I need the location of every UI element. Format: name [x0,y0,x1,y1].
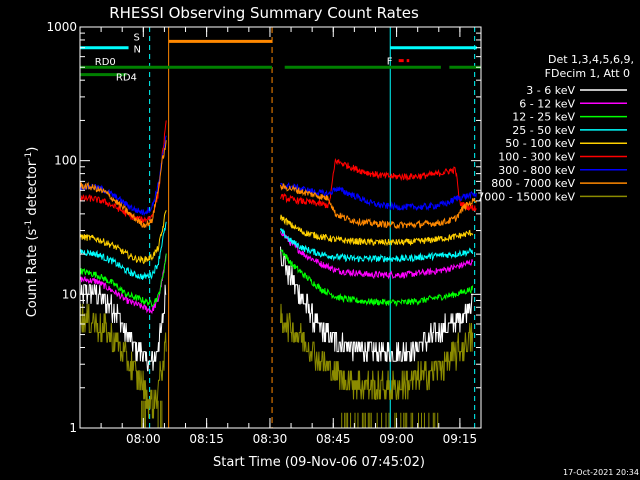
legend-label: 6 - 12 keV [519,97,575,110]
y-label-sup2: -1 [24,152,34,161]
chart-title: RHESSI Observing Summary Count Rates [109,4,419,22]
marker-label-rd4: RD4 [116,73,137,84]
y-label-part1: Count Rate (s [25,229,40,318]
series-3to6keV [80,246,473,372]
y-label-part3: ) [25,147,40,152]
series-line [80,120,167,224]
x-tick-label: 08:00 [126,432,161,446]
plot-frame [79,26,482,429]
timestamp: 17-Oct-2021 20:34 [563,468,639,477]
legend-label: 100 - 300 keV [498,151,575,164]
series-6to12keV [80,231,474,315]
legend-label: 25 - 50 keV [512,124,575,137]
y-tick-label: 100 [54,154,77,168]
x-axis-label: Start Time (09-Nov-06 07:45:02) [213,455,425,470]
axes-group: 1 10 100 1000 08:00 08:15 08:30 08:45 09:00 09:15 [46,20,482,446]
x-tick-label: 09:15 [443,432,478,446]
series-line [280,228,474,263]
marker-label-n: N [134,45,141,56]
x-tick-label: 09:00 [379,432,414,446]
series-line [80,253,167,315]
series-100to300keV [80,120,477,224]
y-label-sup1: -1 [24,220,34,229]
series-line [280,157,477,213]
legend-label: 300 - 800 keV [498,164,575,177]
series-line [280,214,474,247]
legend-label: 12 - 25 keV [512,111,575,124]
series-line [80,303,167,419]
y-label-part2: detector [25,160,40,220]
series-line [80,284,167,372]
series-50to100keV [80,210,474,265]
series-line [80,210,167,265]
legend-label: 50 - 100 keV [505,137,575,150]
series-line [280,303,474,400]
series-12to25keV [80,249,474,308]
marker-label-rd0: RD0 [95,57,116,68]
legend-label: 3 - 6 keV [526,84,575,97]
series-line [80,140,167,228]
series-line [80,221,167,280]
series-line [280,231,474,280]
series-group [80,120,477,428]
series-line [80,253,167,308]
series-line [280,182,477,212]
acquisition-markers [80,27,481,428]
y-tick-label: 10 [62,287,77,301]
x-tick-label: 08:15 [189,432,224,446]
legend-label: 800 - 7000 keV [491,177,575,190]
x-tick-label: 08:45 [316,432,351,446]
y-axis-label: Count Rate (s-1 detector-1) [24,147,40,318]
series-line [280,249,474,307]
legend-header-line1: Det 1,3,4,5,6,9, [548,53,634,66]
series-line [280,183,477,230]
series-line [280,246,473,362]
y-tick-label: 1 [69,421,77,435]
legend-header-line2: FDecim 1, Att 0 [545,67,630,80]
series-800to7000keV [80,140,477,230]
series-25to50keV [80,221,474,280]
legend: Det 1,3,4,5,6,9, FDecim 1, Att 0 [545,53,634,80]
low-energy-dropouts [141,400,439,428]
legend-label: 7000 - 15000 keV [477,190,575,203]
x-tick-label: 08:30 [253,432,288,446]
marker-label-f: F [387,57,393,68]
series-7000to15000keV [80,303,474,419]
y-tick-label: 1000 [46,20,77,34]
marker-label-s: S [134,32,140,43]
